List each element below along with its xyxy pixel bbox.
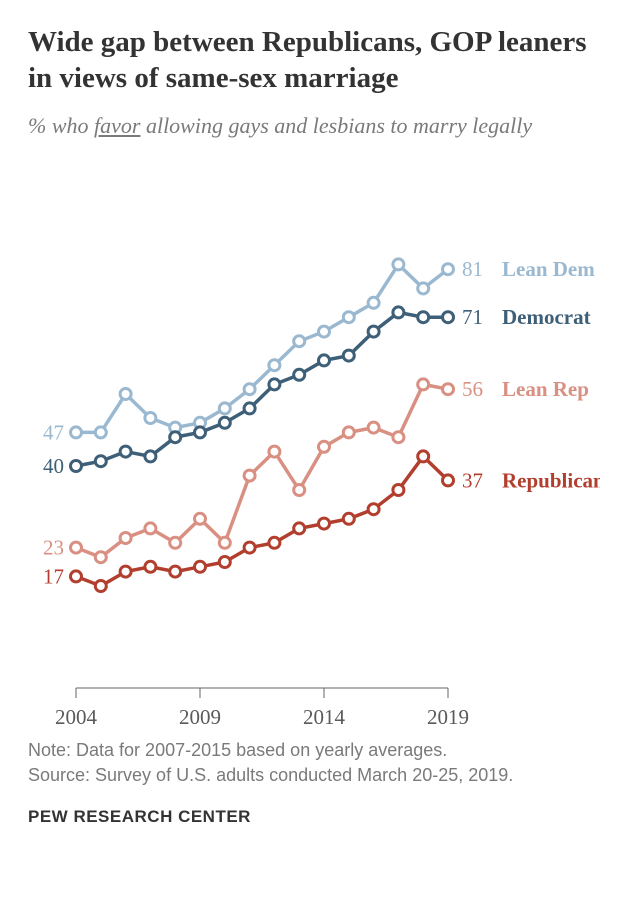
- marker-democrat: [71, 461, 82, 472]
- marker-lean_rep: [95, 552, 106, 563]
- marker-democrat: [145, 451, 156, 462]
- start-label-lean_dem: 47: [43, 421, 64, 445]
- marker-lean_dem: [120, 389, 131, 400]
- marker-democrat: [95, 456, 106, 467]
- x-tick-label: 2009: [179, 705, 221, 728]
- marker-lean_dem: [343, 312, 354, 323]
- marker-republican: [120, 566, 131, 577]
- series-line-republican: [76, 457, 448, 587]
- x-tick-label: 2004: [55, 705, 98, 728]
- chart-source: Source: Survey of U.S. adults conducted …: [28, 763, 600, 788]
- end-value-lean_rep: 56: [462, 377, 483, 401]
- marker-democrat: [443, 312, 454, 323]
- marker-lean_rep: [71, 542, 82, 553]
- subtitle-post: allowing gays and lesbians to marry lega…: [140, 113, 532, 138]
- marker-lean_dem: [269, 360, 280, 371]
- start-label-republican: 17: [43, 565, 64, 589]
- marker-republican: [244, 542, 255, 553]
- marker-democrat: [120, 446, 131, 457]
- end-value-democrat: 71: [462, 305, 483, 329]
- marker-lean_rep: [368, 422, 379, 433]
- marker-lean_dem: [368, 297, 379, 308]
- chart-svg: 2004 2009 2014 2019 47 40 23 17 81 Lean Dem 71 Demo…: [28, 168, 600, 728]
- end-value-lean_dem: 81: [462, 257, 483, 281]
- chart-note: Note: Data for 2007-2015 based on yearly…: [28, 738, 600, 763]
- marker-lean_rep: [319, 441, 330, 452]
- marker-democrat: [418, 312, 429, 323]
- marker-lean_rep: [343, 427, 354, 438]
- marker-democrat: [170, 432, 181, 443]
- marker-republican: [219, 557, 230, 568]
- marker-democrat: [244, 403, 255, 414]
- series-line-lean_rep: [76, 385, 448, 558]
- marker-democrat: [294, 369, 305, 380]
- marker-republican: [145, 561, 156, 572]
- marker-lean_rep: [145, 523, 156, 534]
- marker-lean_dem: [443, 264, 454, 275]
- marker-republican: [393, 485, 404, 496]
- marker-republican: [294, 523, 305, 534]
- series-label-lean_rep: Lean Rep: [502, 377, 589, 401]
- start-label-democrat: 40: [43, 454, 64, 478]
- marker-lean_rep: [294, 485, 305, 496]
- marker-democrat: [393, 307, 404, 318]
- marker-lean_dem: [219, 403, 230, 414]
- marker-republican: [95, 581, 106, 592]
- marker-lean_dem: [145, 413, 156, 424]
- marker-republican: [269, 537, 280, 548]
- marker-lean_rep: [120, 533, 131, 544]
- marker-democrat: [219, 417, 230, 428]
- end-value-republican: 37: [462, 469, 483, 493]
- marker-lean_rep: [443, 384, 454, 395]
- marker-lean_rep: [170, 537, 181, 548]
- subtitle-underline: favor: [94, 113, 140, 138]
- marker-democrat: [368, 326, 379, 337]
- marker-lean_dem: [95, 427, 106, 438]
- marker-republican: [443, 475, 454, 486]
- marker-republican: [368, 504, 379, 515]
- marker-lean_rep: [195, 513, 206, 524]
- publisher-brand: PEW RESEARCH CENTER: [28, 807, 600, 827]
- series-line-democrat: [76, 313, 448, 467]
- marker-democrat: [195, 427, 206, 438]
- marker-lean_rep: [418, 379, 429, 390]
- marker-republican: [71, 571, 82, 582]
- marker-republican: [195, 561, 206, 572]
- marker-democrat: [319, 355, 330, 366]
- series-label-lean_dem: Lean Dem: [502, 257, 595, 281]
- series-label-republican: Republican: [502, 469, 600, 493]
- marker-lean_rep: [219, 537, 230, 548]
- series-line-lean_dem: [76, 265, 448, 433]
- start-label-lean_rep: 23: [43, 536, 64, 560]
- x-tick-label: 2014: [303, 705, 346, 728]
- marker-lean_rep: [269, 446, 280, 457]
- series-label-democrat: Democrat: [502, 305, 591, 329]
- marker-democrat: [343, 350, 354, 361]
- marker-republican: [343, 513, 354, 524]
- marker-democrat: [269, 379, 280, 390]
- chart-title: Wide gap between Republicans, GOP leaner…: [28, 24, 600, 97]
- subtitle-pre: % who: [28, 113, 94, 138]
- x-tick-label: 2019: [427, 705, 469, 728]
- chart-subtitle: % who favor allowing gays and lesbians t…: [28, 111, 600, 141]
- marker-lean_dem: [319, 326, 330, 337]
- marker-lean_dem: [393, 259, 404, 270]
- marker-lean_dem: [244, 384, 255, 395]
- marker-lean_dem: [71, 427, 82, 438]
- marker-republican: [319, 518, 330, 529]
- marker-lean_dem: [294, 336, 305, 347]
- marker-lean_dem: [418, 283, 429, 294]
- marker-lean_rep: [244, 470, 255, 481]
- line-chart: 2004 2009 2014 2019 47 40 23 17 81 Lean Dem 71 Demo…: [28, 168, 600, 728]
- marker-republican: [418, 451, 429, 462]
- marker-lean_rep: [393, 432, 404, 443]
- marker-republican: [170, 566, 181, 577]
